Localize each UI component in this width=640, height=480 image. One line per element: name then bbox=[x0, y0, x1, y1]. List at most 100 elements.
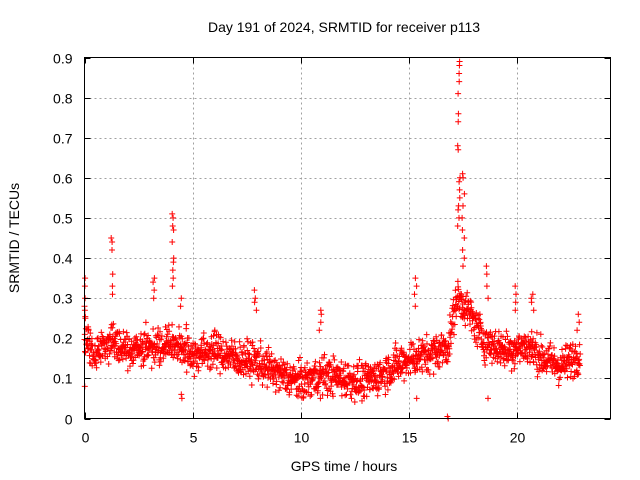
data-point bbox=[514, 339, 521, 346]
data-point bbox=[150, 326, 157, 332]
data-point bbox=[150, 279, 157, 286]
data-point bbox=[356, 356, 363, 363]
data-point bbox=[272, 389, 279, 395]
data-point bbox=[157, 328, 163, 335]
y-tick-label: 0.4 bbox=[53, 251, 73, 267]
data-point bbox=[94, 335, 101, 342]
data-point bbox=[124, 341, 131, 348]
data-point bbox=[409, 340, 416, 347]
data-point bbox=[412, 275, 419, 282]
axes: 0 0.1 0.2 0.3 0.4 0.5 0.6 0.7 0.8 0.9 0 5 10 15 20 bbox=[53, 51, 611, 446]
data-point bbox=[485, 295, 492, 302]
data-point bbox=[284, 360, 291, 367]
data-point bbox=[165, 322, 172, 329]
data-point bbox=[494, 358, 501, 365]
data-point bbox=[217, 370, 224, 377]
data-point bbox=[176, 323, 182, 330]
data-point bbox=[461, 235, 468, 241]
data-point bbox=[183, 369, 190, 376]
data-point bbox=[539, 344, 546, 350]
x-tick-label: 0 bbox=[82, 430, 90, 446]
data-point bbox=[183, 321, 190, 328]
data-point bbox=[119, 356, 126, 363]
data-point bbox=[156, 362, 163, 369]
data-point bbox=[467, 297, 474, 304]
data-point bbox=[497, 359, 504, 366]
data-point bbox=[414, 360, 421, 367]
data-point bbox=[460, 263, 466, 270]
data-point bbox=[222, 365, 229, 372]
data-point bbox=[511, 365, 518, 372]
data-point bbox=[291, 366, 298, 372]
data-point bbox=[459, 247, 466, 253]
data-point bbox=[295, 393, 301, 400]
data-point bbox=[251, 287, 258, 294]
data-point bbox=[483, 283, 490, 290]
data-point bbox=[540, 354, 547, 361]
data-point bbox=[356, 388, 363, 395]
data-point bbox=[467, 321, 473, 328]
data-point bbox=[110, 320, 117, 327]
data-point bbox=[200, 330, 207, 336]
data-point bbox=[535, 368, 542, 375]
data-point bbox=[287, 364, 294, 371]
data-point bbox=[156, 336, 163, 343]
data-point bbox=[397, 370, 404, 377]
data-point bbox=[573, 350, 580, 357]
data-point bbox=[526, 349, 533, 356]
data-point bbox=[216, 352, 223, 359]
data-point bbox=[318, 311, 325, 318]
data-point bbox=[245, 350, 252, 357]
data-point bbox=[263, 349, 270, 355]
data-point bbox=[228, 337, 235, 344]
data-point bbox=[433, 354, 440, 361]
data-point bbox=[260, 353, 266, 360]
data-point bbox=[400, 349, 407, 356]
data-point bbox=[190, 358, 197, 365]
data-point bbox=[375, 379, 382, 386]
data-point bbox=[301, 364, 308, 371]
data-point bbox=[546, 345, 553, 352]
data-point bbox=[265, 344, 272, 351]
data-point bbox=[374, 392, 381, 399]
data-point bbox=[469, 308, 476, 315]
data-point bbox=[391, 376, 398, 383]
data-point bbox=[169, 223, 176, 229]
data-point bbox=[577, 351, 584, 357]
data-point bbox=[305, 389, 312, 396]
data-point bbox=[574, 370, 581, 376]
data-point bbox=[424, 340, 430, 347]
data-point bbox=[452, 287, 459, 294]
data-point bbox=[109, 247, 115, 253]
data-point bbox=[286, 389, 293, 396]
data-point bbox=[154, 340, 161, 347]
data-point bbox=[293, 392, 300, 399]
data-point bbox=[166, 328, 173, 335]
data-point bbox=[487, 351, 494, 358]
data-point bbox=[527, 345, 534, 352]
data-point bbox=[204, 339, 211, 346]
data-point bbox=[425, 367, 432, 373]
data-point bbox=[395, 358, 402, 365]
data-point bbox=[468, 304, 475, 311]
data-point bbox=[211, 327, 218, 334]
data-point bbox=[317, 395, 324, 402]
data-point bbox=[175, 351, 182, 358]
data-point bbox=[162, 323, 169, 330]
data-point bbox=[276, 362, 283, 369]
data-point bbox=[277, 384, 284, 391]
data-point bbox=[272, 372, 279, 378]
data-point bbox=[543, 368, 550, 375]
data-point bbox=[392, 340, 399, 346]
data-point bbox=[398, 369, 405, 376]
data-point bbox=[93, 364, 100, 371]
data-point bbox=[487, 329, 494, 336]
data-point bbox=[340, 365, 347, 372]
data-point bbox=[182, 355, 189, 361]
data-point bbox=[455, 146, 462, 153]
data-point bbox=[510, 357, 517, 364]
data-point bbox=[109, 283, 116, 290]
data-point bbox=[282, 367, 289, 374]
data-point bbox=[413, 283, 420, 290]
data-point bbox=[150, 295, 157, 302]
